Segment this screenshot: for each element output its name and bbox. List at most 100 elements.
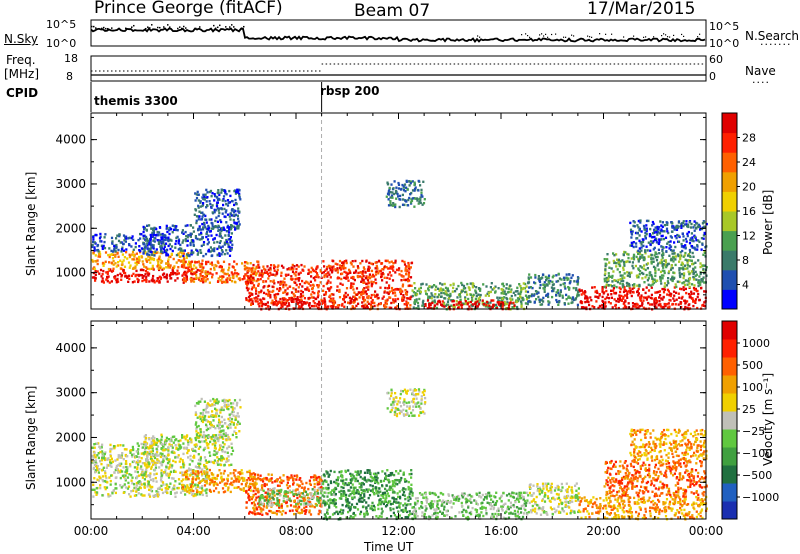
scatter-cell	[362, 279, 365, 282]
scatter-cell	[198, 466, 202, 470]
scatter-cell	[170, 437, 173, 440]
scatter-cell	[156, 451, 159, 454]
scatter-cell	[105, 278, 108, 281]
scatter-cell	[390, 260, 393, 263]
scatter-cell	[150, 235, 153, 238]
scatter-cell	[613, 292, 616, 295]
scatter-cell	[222, 429, 225, 432]
scatter-cell	[207, 272, 210, 276]
scatter-cell	[448, 297, 451, 300]
scatter-cell	[148, 253, 151, 257]
scatter-cell	[404, 190, 407, 193]
scatter-cell	[135, 273, 138, 277]
scatter-cell	[411, 197, 414, 200]
scatter-cell	[630, 236, 633, 239]
scatter-cell	[399, 290, 402, 294]
scatter-cell	[692, 272, 695, 276]
scatter-cell	[110, 447, 113, 451]
scatter-cell	[266, 285, 269, 288]
scatter-cell	[386, 298, 389, 301]
scatter-cell	[114, 459, 117, 462]
scatter-cell	[179, 444, 182, 447]
scatter-cell	[385, 302, 388, 305]
scatter-cell	[656, 255, 659, 259]
scatter-cell	[122, 234, 126, 237]
scatter-cell	[642, 224, 646, 228]
scatter-cell	[670, 266, 673, 270]
nsearch-legend-dots: ·······	[760, 38, 792, 51]
scatter-cell	[589, 296, 592, 299]
scatter-cell	[235, 227, 238, 230]
scatter-cell	[102, 264, 105, 267]
scatter-cell	[355, 287, 359, 290]
scatter-cell	[208, 281, 211, 284]
scatter-cell	[637, 294, 640, 297]
scatter-cell	[644, 291, 647, 295]
scatter-cell	[276, 302, 279, 305]
scatter-cell	[160, 442, 163, 446]
scatter-cell	[111, 492, 114, 495]
scatter-cell	[238, 196, 241, 199]
scatter-cell	[204, 434, 207, 437]
scatter-cell	[261, 275, 264, 278]
scatter-cell	[113, 471, 116, 474]
scatter-cell	[102, 466, 105, 469]
scatter-cell	[230, 405, 233, 409]
scatter-cell	[653, 229, 656, 232]
scatter-cell	[567, 302, 570, 305]
scatter-cell	[471, 299, 474, 302]
scatter-cell	[703, 301, 706, 304]
scatter-cell	[144, 434, 147, 437]
scatter-cell	[350, 297, 353, 300]
scatter-region	[193, 188, 242, 231]
scatter-cell	[674, 263, 677, 267]
scatter-cell	[110, 474, 113, 477]
scatter-cell	[214, 263, 217, 267]
scatter-cell	[650, 262, 653, 265]
scatter-cell	[161, 251, 164, 254]
scatter-cell	[123, 239, 126, 242]
scatter-cell	[138, 255, 141, 259]
scatter-cell	[110, 261, 113, 264]
scatter-cell	[682, 268, 685, 271]
scatter-cell	[165, 439, 168, 443]
scatter-cell	[370, 307, 373, 310]
scatter-cell	[172, 477, 175, 480]
scatter-cell	[223, 215, 226, 218]
scatter-cell	[425, 283, 428, 286]
scatter-cell	[268, 284, 271, 288]
scatter-cell	[154, 468, 157, 471]
scatter-cell	[623, 272, 626, 275]
scatter-cell	[695, 273, 698, 276]
scatter-cell	[211, 443, 214, 446]
scatter-cell	[246, 262, 249, 265]
scatter-cell	[654, 266, 657, 270]
scatter-cell	[390, 194, 394, 197]
scatter-cell	[237, 225, 240, 228]
scatter-cell	[145, 257, 148, 261]
scatter-cell	[632, 241, 635, 244]
scatter-cell	[215, 204, 219, 208]
scatter-cell	[205, 232, 208, 235]
scatter-cell	[394, 298, 397, 301]
scatter-cell	[376, 304, 379, 307]
scatter-cell	[174, 460, 177, 464]
scatter-cell	[148, 475, 152, 479]
scatter-cell	[331, 268, 334, 271]
scatter-cell	[194, 261, 197, 264]
scatter-cell	[160, 474, 163, 477]
scatter-cell	[637, 292, 640, 295]
scatter-cell	[683, 264, 687, 267]
scatter-cell	[164, 455, 167, 459]
scatter-cell	[283, 302, 286, 306]
scatter-cell	[158, 226, 161, 229]
scatter-cell	[205, 494, 208, 497]
scatter-cell	[140, 452, 143, 455]
scatter-cell	[388, 186, 391, 190]
scatter-cell	[244, 280, 247, 284]
scatter-cell	[692, 268, 695, 272]
scatter-cell	[169, 463, 172, 466]
scatter-cell	[694, 261, 697, 264]
scatter-cell	[218, 211, 221, 215]
scatter-cell	[222, 203, 225, 207]
